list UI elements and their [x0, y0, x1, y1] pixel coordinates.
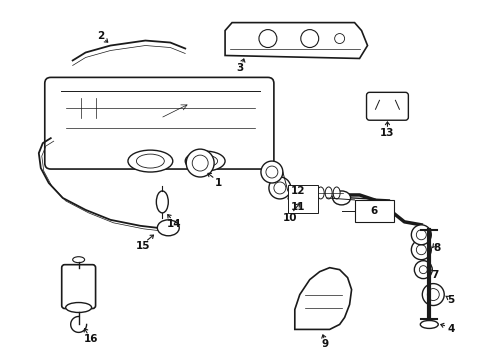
Ellipse shape [66, 302, 92, 312]
Text: 5: 5 [447, 294, 455, 305]
Circle shape [412, 225, 431, 245]
Circle shape [301, 30, 318, 48]
Ellipse shape [333, 187, 340, 199]
Circle shape [416, 245, 426, 255]
Ellipse shape [309, 187, 316, 199]
Circle shape [259, 30, 277, 48]
Circle shape [415, 261, 432, 279]
Circle shape [335, 33, 344, 44]
FancyBboxPatch shape [367, 92, 408, 120]
Text: 15: 15 [136, 241, 150, 251]
Ellipse shape [193, 155, 218, 167]
FancyBboxPatch shape [45, 77, 274, 169]
Ellipse shape [136, 154, 164, 168]
Circle shape [419, 266, 427, 274]
Text: 13: 13 [380, 128, 395, 138]
Ellipse shape [156, 191, 168, 213]
Text: 2: 2 [97, 31, 104, 41]
Circle shape [266, 166, 278, 178]
Circle shape [269, 177, 291, 199]
Text: 6: 6 [371, 206, 378, 216]
FancyBboxPatch shape [355, 200, 394, 222]
Ellipse shape [185, 151, 225, 171]
Ellipse shape [420, 320, 438, 328]
Circle shape [192, 155, 208, 171]
Polygon shape [225, 23, 368, 58]
FancyBboxPatch shape [62, 265, 96, 309]
Circle shape [274, 182, 286, 194]
Circle shape [422, 284, 444, 306]
Text: 14: 14 [167, 219, 182, 229]
Text: 7: 7 [432, 270, 439, 280]
Text: 1: 1 [215, 178, 222, 188]
Ellipse shape [301, 187, 308, 199]
Text: 11: 11 [291, 202, 305, 212]
Text: 8: 8 [434, 243, 441, 253]
Ellipse shape [157, 220, 179, 236]
Text: 12: 12 [291, 186, 305, 196]
Ellipse shape [73, 257, 85, 263]
Ellipse shape [325, 187, 332, 199]
Text: 16: 16 [83, 334, 98, 345]
Text: 3: 3 [236, 63, 244, 73]
Ellipse shape [128, 150, 173, 172]
Circle shape [427, 289, 439, 301]
Text: 10: 10 [283, 213, 297, 223]
Circle shape [416, 230, 426, 240]
Ellipse shape [317, 187, 324, 199]
FancyBboxPatch shape [288, 185, 318, 213]
Circle shape [186, 149, 214, 177]
Ellipse shape [333, 191, 350, 205]
Text: 9: 9 [321, 339, 328, 349]
Text: 4: 4 [447, 324, 455, 334]
Polygon shape [295, 268, 352, 329]
Circle shape [412, 240, 431, 260]
Circle shape [261, 161, 283, 183]
